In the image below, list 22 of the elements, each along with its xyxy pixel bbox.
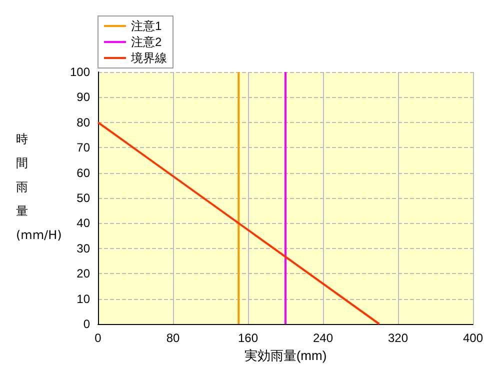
y-tick-label: 100 [70,65,90,79]
x-tick-label: 400 [462,331,484,345]
x-tick-label: 320 [388,331,408,345]
x-tick-label: 80 [166,331,180,345]
y-tick-label: 20 [76,266,90,281]
y-tick-label: 80 [76,115,90,130]
x-tick-label: 160 [238,331,258,345]
y-tick-label: 70 [76,140,90,155]
legend-label: 注意1 [131,19,162,33]
y-tick-label: 90 [76,90,90,104]
y-tick-label: 60 [76,166,90,180]
y-axis-title: 時間雨量(mm/H) [16,132,62,242]
x-tick-label: 240 [312,331,334,345]
y-tick-label: 40 [76,216,90,230]
y-tick-label: 50 [76,191,90,205]
x-tick-label: 0 [94,331,102,345]
legend-label: 注意2 [131,35,162,49]
legend-label: 境界線 [130,51,167,65]
x-axis-title: 実効雨量(mm) [244,348,327,363]
y-tick-label: 0 [83,317,90,331]
y-tick-label: 10 [76,292,90,306]
y-tick-label: 30 [76,241,90,256]
